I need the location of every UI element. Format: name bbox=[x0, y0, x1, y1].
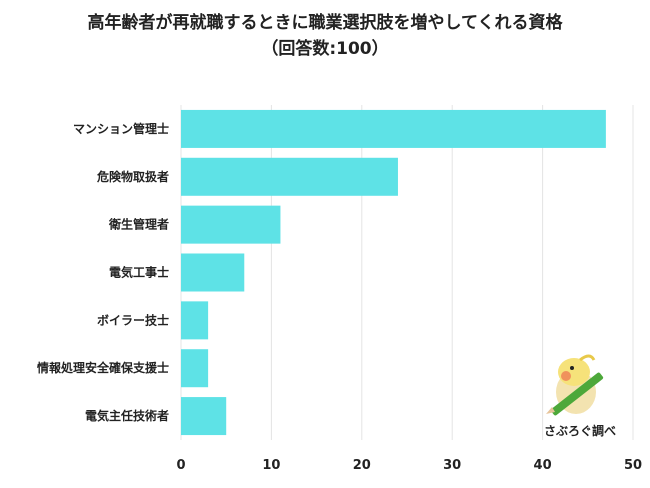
category-label-0: マンション管理士 bbox=[73, 121, 169, 136]
category-label-2: 衛生管理者 bbox=[108, 217, 169, 232]
x-tick-label-3: 30 bbox=[443, 458, 461, 473]
category-label-3: 電気工事士 bbox=[109, 265, 169, 280]
bar-5 bbox=[181, 349, 209, 388]
category-label-6: 電気主任技術者 bbox=[85, 408, 169, 423]
bar-0 bbox=[181, 109, 606, 148]
category-label-4: ボイラー技士 bbox=[97, 312, 169, 327]
chart-title: 高年齢者が再就職するときに職業選択肢を増やしてくれる資格 bbox=[87, 13, 563, 33]
bar-3 bbox=[181, 253, 245, 292]
bar-1 bbox=[181, 157, 398, 196]
x-tick-label-4: 40 bbox=[534, 458, 552, 473]
x-tick-label-1: 10 bbox=[262, 458, 280, 473]
category-label-1: 危険物取扱者 bbox=[96, 169, 169, 184]
chart-subtitle: （回答数:100） bbox=[261, 39, 389, 59]
bar-6 bbox=[181, 397, 227, 436]
x-tick-label-2: 20 bbox=[353, 458, 371, 473]
sabulog-logo: さぶろぐ調べ bbox=[530, 352, 630, 442]
category-label-5: 情報処理安全確保支援士 bbox=[37, 360, 169, 375]
x-tick-label-5: 50 bbox=[624, 458, 642, 473]
logo-text: さぶろぐ調べ bbox=[543, 424, 616, 438]
bar-2 bbox=[181, 205, 281, 244]
bird-pencil-icon bbox=[546, 354, 604, 416]
x-tick-label-0: 0 bbox=[176, 458, 185, 473]
bar-4 bbox=[181, 301, 209, 340]
